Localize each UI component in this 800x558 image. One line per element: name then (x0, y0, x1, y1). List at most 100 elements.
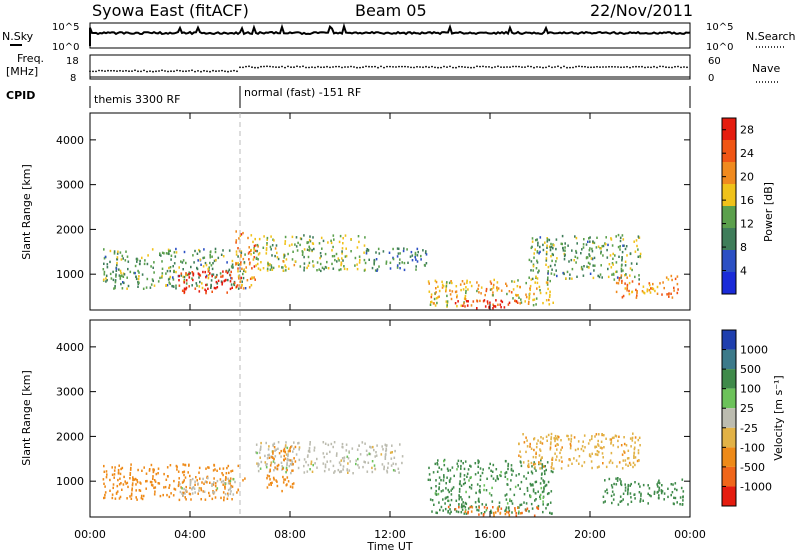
vel-cell (486, 477, 488, 480)
power-cell (621, 250, 624, 254)
power-cell (112, 278, 115, 282)
power-cell (624, 264, 627, 267)
power-cell (358, 255, 361, 258)
vel-cell (168, 495, 171, 499)
power-cell (637, 248, 639, 251)
freq-dot (431, 65, 433, 68)
vel-cell (462, 482, 465, 486)
power-cell (634, 250, 637, 253)
vel-cell (492, 506, 494, 509)
vel-cell (255, 451, 257, 454)
power-cell (515, 293, 517, 297)
power-cell (271, 254, 273, 257)
vel-cell (143, 466, 145, 469)
vel-cell (497, 477, 499, 481)
freq-dot (452, 66, 454, 69)
freq-dot (356, 66, 358, 69)
vel-cell (539, 467, 541, 470)
freq-dot (608, 65, 610, 68)
vel-cell (490, 469, 492, 472)
freq-dot (650, 66, 652, 69)
power-cell (654, 289, 656, 293)
power-cell (185, 286, 188, 290)
power-cell (539, 250, 541, 254)
vel-cell (458, 495, 461, 498)
power-cell (122, 281, 124, 284)
vel-cell (602, 495, 605, 498)
vel-cell (150, 463, 153, 467)
vel-cell (465, 490, 467, 494)
power-cell (339, 234, 342, 238)
power-cell (451, 281, 453, 285)
vel-cell (546, 492, 549, 496)
power-cell (488, 305, 490, 309)
power-cell (205, 283, 207, 287)
vel-cell (310, 462, 312, 466)
power-cell (307, 255, 310, 259)
power-cell (600, 264, 602, 267)
power-cell (377, 247, 380, 251)
power-cell (446, 305, 448, 308)
power-cell (253, 276, 255, 279)
vel-cell (435, 493, 438, 496)
vel-cell (103, 496, 106, 499)
vel-cell (525, 477, 528, 480)
freq-dot (572, 66, 574, 69)
vel-cell (383, 467, 385, 471)
power-cell (618, 255, 620, 258)
vel-cell (492, 477, 495, 480)
power-cell (297, 241, 299, 245)
vel-cell (187, 471, 189, 474)
vel-cell (459, 475, 462, 478)
power-cell (333, 254, 336, 258)
vel-cell (526, 507, 529, 510)
power-cell (593, 269, 595, 272)
vel-cell (442, 479, 445, 482)
power-cell (401, 261, 403, 264)
vel-cell (386, 469, 388, 472)
power-cell (270, 266, 273, 269)
freq-dot (560, 66, 562, 69)
vel-cell (533, 438, 535, 441)
power-cell (546, 246, 548, 249)
vel-cell (537, 490, 539, 493)
vel-cell (220, 496, 222, 500)
vel-cell (140, 494, 143, 498)
power-cell (188, 271, 190, 274)
power-cell (282, 266, 284, 269)
power-cell (528, 276, 530, 279)
vel-cell (530, 502, 533, 506)
vel-cell (276, 480, 278, 483)
power-cell (539, 245, 541, 249)
vel-cell (436, 463, 439, 466)
vel-cell (363, 460, 365, 463)
power-cell (456, 296, 458, 299)
vel-cell (367, 461, 370, 464)
vel-cell (469, 464, 471, 467)
vel-cell (500, 470, 502, 474)
vel-cell (581, 445, 584, 448)
vel-cell (621, 453, 624, 456)
freq-dot (209, 70, 211, 73)
freq-dot (269, 65, 271, 68)
vel-cell (351, 447, 354, 450)
power-cell (465, 291, 467, 295)
power-colorbar-tick: 12 (740, 218, 754, 231)
vel-cell (509, 488, 512, 491)
power-cell (216, 282, 219, 285)
power-cell (240, 250, 243, 253)
power-cell (496, 289, 499, 292)
power-cell (308, 245, 310, 248)
power-cell (548, 295, 551, 298)
vel-cell (590, 437, 593, 441)
vel-cell (532, 455, 535, 459)
vel-cell (570, 444, 572, 447)
vel-cell (508, 506, 510, 509)
vel-cell (550, 432, 553, 436)
power-cell (363, 258, 366, 262)
vel-cell (308, 450, 311, 453)
power-cell (551, 268, 553, 271)
vel-cell (104, 491, 107, 494)
power-cell (547, 270, 549, 273)
vel-cell (630, 445, 632, 448)
